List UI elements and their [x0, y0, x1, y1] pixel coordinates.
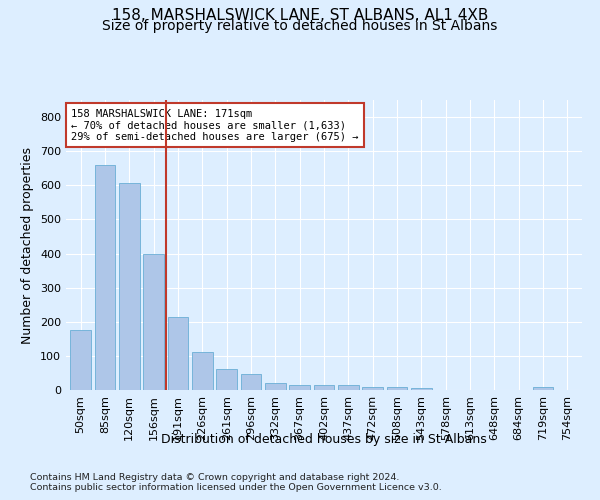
Bar — [192, 352, 212, 390]
Bar — [119, 183, 140, 390]
Text: Contains public sector information licensed under the Open Government Licence v3: Contains public sector information licen… — [30, 482, 442, 492]
Text: Size of property relative to detached houses in St Albans: Size of property relative to detached ho… — [103, 19, 497, 33]
Text: Distribution of detached houses by size in St Albans: Distribution of detached houses by size … — [161, 432, 487, 446]
Bar — [95, 165, 115, 390]
Bar — [289, 384, 310, 390]
Bar — [386, 386, 407, 390]
Text: Contains HM Land Registry data © Crown copyright and database right 2024.: Contains HM Land Registry data © Crown c… — [30, 472, 400, 482]
Bar — [314, 385, 334, 390]
Bar — [70, 330, 91, 390]
Bar — [167, 316, 188, 390]
Text: 158 MARSHALSWICK LANE: 171sqm
← 70% of detached houses are smaller (1,633)
29% o: 158 MARSHALSWICK LANE: 171sqm ← 70% of d… — [71, 108, 359, 142]
Bar — [143, 254, 164, 390]
Bar — [265, 383, 286, 390]
Bar — [338, 385, 359, 390]
Bar — [411, 388, 432, 390]
Bar — [241, 374, 262, 390]
Y-axis label: Number of detached properties: Number of detached properties — [22, 146, 34, 344]
Bar — [533, 388, 553, 390]
Bar — [362, 388, 383, 390]
Bar — [216, 368, 237, 390]
Text: 158, MARSHALSWICK LANE, ST ALBANS, AL1 4XB: 158, MARSHALSWICK LANE, ST ALBANS, AL1 4… — [112, 8, 488, 22]
